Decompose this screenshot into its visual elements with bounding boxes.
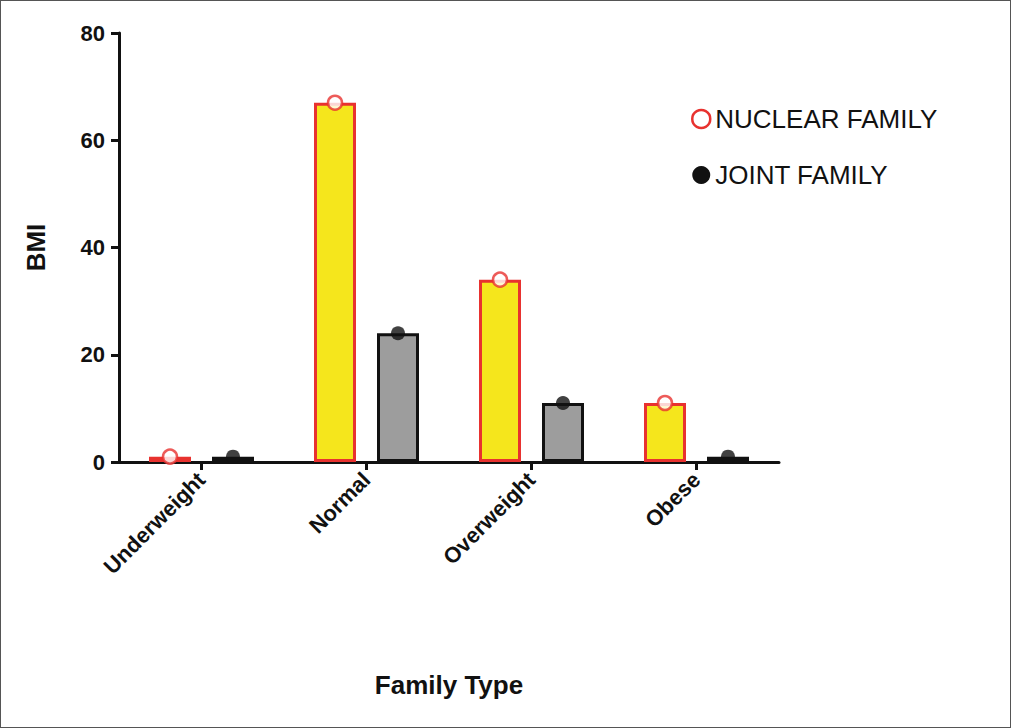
svg-text:Underweight: Underweight <box>99 467 211 579</box>
svg-text:40: 40 <box>81 235 105 260</box>
svg-text:JOINT FAMILY: JOINT FAMILY <box>715 160 887 190</box>
svg-text:0: 0 <box>93 450 105 475</box>
svg-text:Overweight: Overweight <box>438 467 541 570</box>
svg-text:Normal: Normal <box>304 467 375 538</box>
svg-text:NUCLEAR FAMILY: NUCLEAR FAMILY <box>715 104 937 134</box>
svg-text:Family Type: Family Type <box>375 670 523 700</box>
svg-text:20: 20 <box>81 342 105 367</box>
svg-text:60: 60 <box>81 128 105 153</box>
svg-text:80: 80 <box>81 21 105 46</box>
svg-text:Obese: Obese <box>640 467 705 532</box>
svg-text:BMI: BMI <box>21 224 51 272</box>
